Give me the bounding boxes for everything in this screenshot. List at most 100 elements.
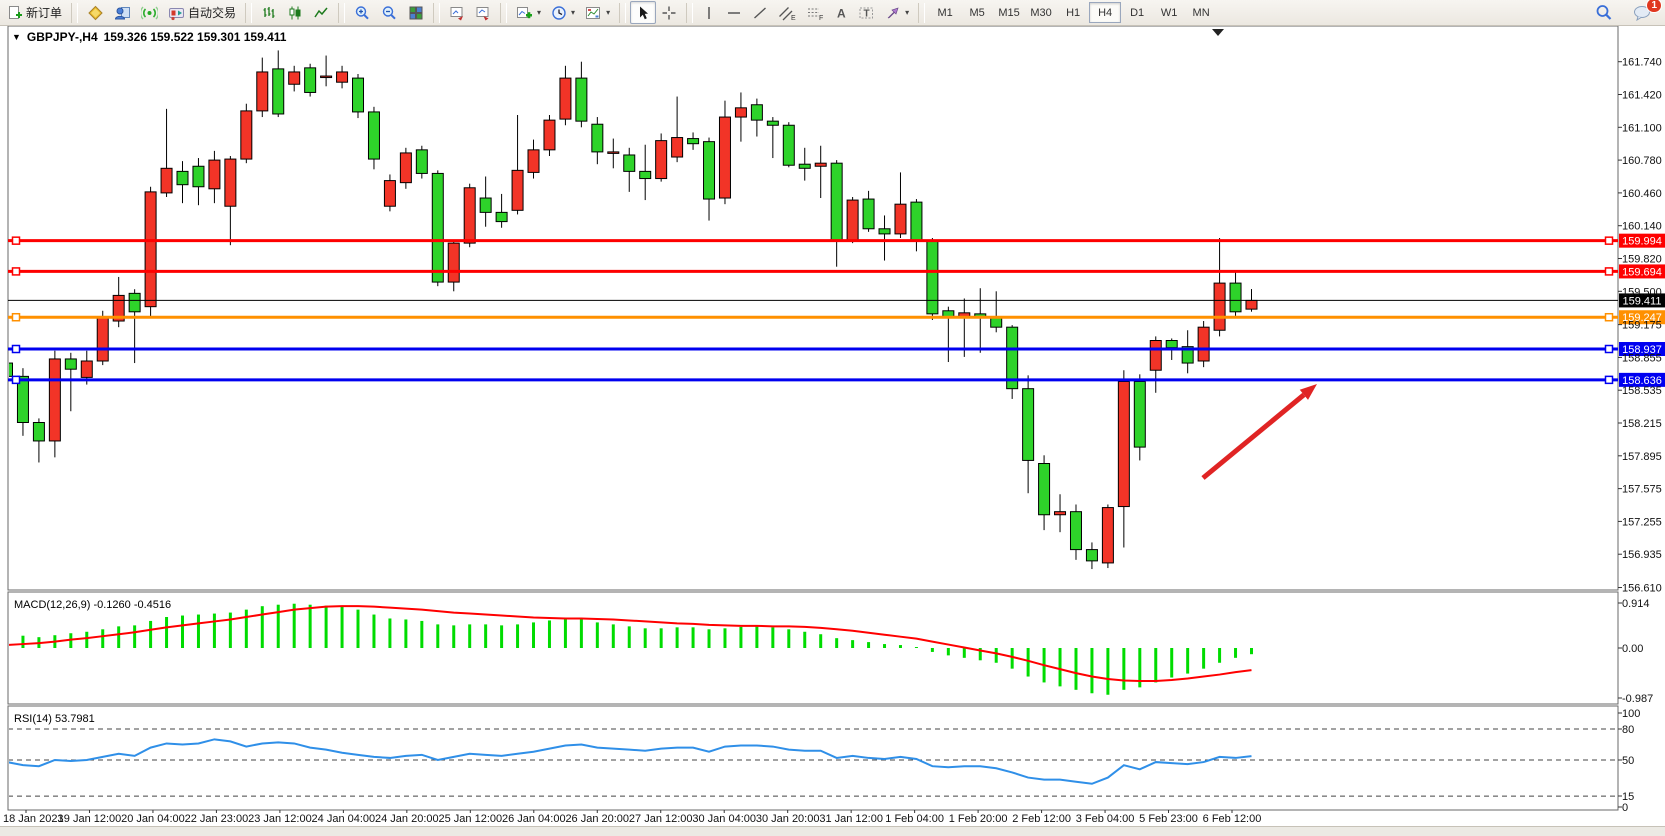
signals-button[interactable] (136, 1, 163, 24)
date-axis-label: 30 Jan 04:00 (692, 813, 756, 825)
svg-text:T: T (864, 8, 870, 19)
bull-candle (846, 199, 859, 241)
notifications-button[interactable]: 1 (1628, 0, 1662, 24)
tf-d1-button[interactable]: D1 (1130, 6, 1145, 19)
rsi-axis-tick: 15 (1622, 791, 1634, 803)
bar-chart-mode-button[interactable] (256, 1, 282, 24)
toolbar-separator (433, 2, 441, 23)
price-axis-tick: 157.575 (1622, 484, 1662, 496)
rsi-label: RSI(14) 53.7981 (14, 713, 95, 725)
chart-window[interactable]: MACD(12,26,9) -0.1260 -0.4516 0.914 0.00 -0… (0, 26, 1665, 826)
date-axis-label: 19 Jan 12:00 (58, 813, 122, 825)
hline-handle[interactable] (11, 312, 21, 322)
cursor-button[interactable] (630, 1, 657, 24)
chart-shift-marker[interactable] (1212, 29, 1224, 36)
tf-w1-button[interactable]: W1 (1160, 6, 1178, 19)
hline-handle[interactable] (1604, 375, 1614, 385)
strategy-tester-button[interactable] (444, 1, 470, 24)
hline-handle[interactable] (11, 344, 21, 354)
tf-m30-button[interactable]: M30 (1030, 6, 1052, 19)
date-axis-label: 1 Feb 20:00 (949, 813, 1008, 825)
channel-button[interactable]: E (773, 1, 801, 24)
bull-candle (160, 167, 173, 194)
hline-price-text: 159.694 (1622, 266, 1662, 278)
chart-arrow2-icon (476, 6, 489, 20)
text-label-button[interactable]: T (853, 1, 880, 24)
navigator-button[interactable] (109, 1, 136, 24)
tf-h4-button[interactable]: H4 (1089, 2, 1122, 23)
toolbar-separator (686, 2, 694, 23)
vertical-line-button[interactable] (697, 1, 721, 24)
date-axis-label: 1 Feb 04:00 (885, 813, 944, 825)
auto-trading-button[interactable]: 自动交易 (163, 1, 241, 24)
bear-candle (878, 228, 891, 235)
tf-h1-button[interactable]: H1 (1066, 6, 1081, 19)
symbol-dropdown-icon[interactable]: ▼ (12, 32, 21, 42)
hline-price-text: 159.247 (1622, 312, 1662, 324)
price-axis-tick: 158.215 (1622, 418, 1662, 430)
macd-label: MACD(12,26,9) -0.1260 -0.4516 (14, 599, 171, 611)
bull-candle (527, 149, 540, 173)
chart-shift-button[interactable] (470, 1, 496, 24)
horizontal-line-button[interactable] (721, 1, 747, 24)
zoom-out-button[interactable] (376, 1, 403, 24)
bull-candle (288, 71, 301, 85)
candles[interactable] (2, 50, 1258, 570)
price-axis-tick: 157.895 (1622, 451, 1662, 463)
bull-candle (336, 71, 349, 83)
crosshair-button[interactable] (656, 1, 682, 24)
tf-m15-button[interactable]: M15 (998, 6, 1020, 19)
bear-candle (128, 292, 141, 313)
tile-windows-button[interactable] (403, 1, 429, 24)
bull-candle (814, 162, 827, 167)
cursor-arrow-icon (640, 6, 649, 19)
date-axis-label: 31 Jan 12:00 (819, 813, 883, 825)
trendline-icon (754, 6, 767, 19)
tf-mn-button[interactable]: MN (1192, 6, 1210, 19)
periods-button[interactable]: ▾ (546, 1, 580, 24)
templates-button[interactable]: ▾ (580, 1, 615, 24)
search-button[interactable] (1590, 1, 1618, 24)
hline-handle[interactable] (11, 375, 21, 385)
trend-arrow-annotation[interactable] (1201, 392, 1306, 480)
candlestick-mode-button[interactable] (282, 1, 308, 24)
tf-m5-button[interactable]: M5 (969, 6, 985, 19)
new-order-button[interactable]: 新订单 (2, 1, 67, 24)
bear-candle (910, 201, 923, 241)
line-chart-mode-button[interactable] (308, 1, 334, 24)
bear-candle (9, 362, 13, 377)
market-watch-button[interactable] (82, 1, 109, 24)
hline-handle[interactable] (1604, 236, 1614, 245)
hline-handle[interactable] (1604, 344, 1614, 354)
hline-price-tag (1619, 264, 1665, 279)
bear-candle (1085, 549, 1098, 562)
dropdown-arrow-icon: ▾ (905, 8, 910, 17)
macd-axis-tick: 0.00 (1622, 643, 1643, 655)
rsi-axis-tick: 50 (1622, 755, 1634, 767)
hline-handle[interactable] (11, 267, 21, 276)
hline-price-text: 159.994 (1622, 236, 1662, 248)
chart-symbol-period: GBPJPY-,H4 (26, 30, 98, 44)
toolbar-separator (500, 2, 508, 23)
tf-m1-button[interactable]: M1 (937, 6, 953, 19)
hline-handle[interactable] (1604, 312, 1614, 322)
bull-candle (96, 316, 109, 362)
hline-handle[interactable] (11, 236, 21, 245)
vertical-line-icon (708, 6, 710, 19)
hline-handle[interactable] (1604, 267, 1614, 276)
arrows-button[interactable]: ▾ (880, 1, 914, 24)
trendline-button[interactable] (747, 1, 773, 24)
bear-candle (703, 141, 716, 200)
toolbar-separator (245, 2, 253, 23)
bull-candle (399, 152, 412, 184)
text-button[interactable]: A (829, 1, 853, 24)
search-icon (1596, 5, 1612, 20)
add-indicator-button[interactable]: ▾ (511, 1, 546, 24)
macd-axis-tick: -0.987 (1622, 693, 1653, 705)
fibonacci-button[interactable]: F (801, 1, 829, 24)
bear-candle (176, 170, 189, 186)
rsi-panel (9, 728, 1617, 797)
zoom-in-button[interactable] (349, 1, 376, 24)
hline-price-tag (1619, 233, 1665, 248)
candlestick-chart[interactable]: MACD(12,26,9) -0.1260 -0.4516 0.914 0.00 -0… (0, 26, 1665, 826)
